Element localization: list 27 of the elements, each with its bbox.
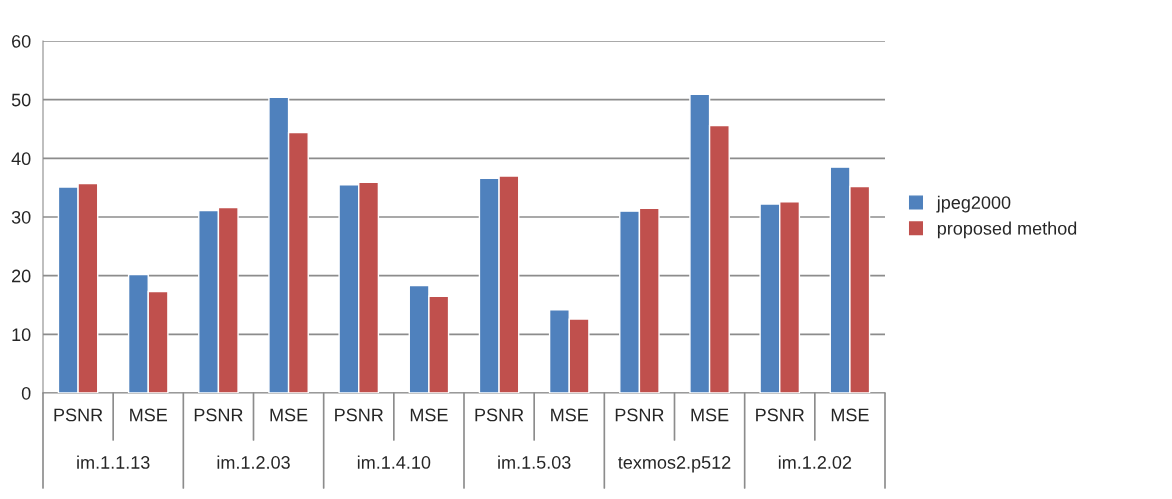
- x-tick-label: PSNR: [756, 408, 804, 422]
- x-tick-label: PSNR: [335, 408, 383, 422]
- y-tick-label: 10: [12, 328, 31, 342]
- x-tick-label: MSE: [551, 408, 589, 422]
- y-tick-label: 60: [12, 34, 31, 48]
- y-tick-label: 0: [21, 386, 31, 400]
- y-tick-label: 50: [11, 93, 31, 107]
- text: texmos2.p512: [618, 456, 731, 473]
- y-tick-label: 30: [11, 210, 31, 224]
- x-tick-label: MSE: [270, 408, 308, 422]
- x-tick-label: PSNR: [194, 408, 243, 422]
- x-tick-label: MSE: [691, 408, 729, 422]
- text: im.1.4.10: [357, 455, 431, 469]
- legend-label: proposed method: [937, 221, 1077, 239]
- text: im.1.2.03: [217, 455, 290, 469]
- y-tick-label: 20: [12, 269, 31, 283]
- text: im.1.2.02: [778, 455, 852, 469]
- text: im.1.1.13: [77, 455, 150, 469]
- x-tick-label: PSNR: [615, 408, 664, 422]
- y-tick-label: 40: [11, 152, 31, 166]
- x-tick-label: MSE: [410, 408, 448, 422]
- x-tick-label: MSE: [831, 408, 869, 422]
- text: im.1.5.03: [498, 455, 571, 469]
- legend-label: jpeg2000: [936, 195, 1011, 213]
- x-tick-label: PSNR: [54, 408, 103, 422]
- x-tick-label: PSNR: [475, 408, 524, 422]
- x-tick-label: MSE: [130, 408, 168, 422]
